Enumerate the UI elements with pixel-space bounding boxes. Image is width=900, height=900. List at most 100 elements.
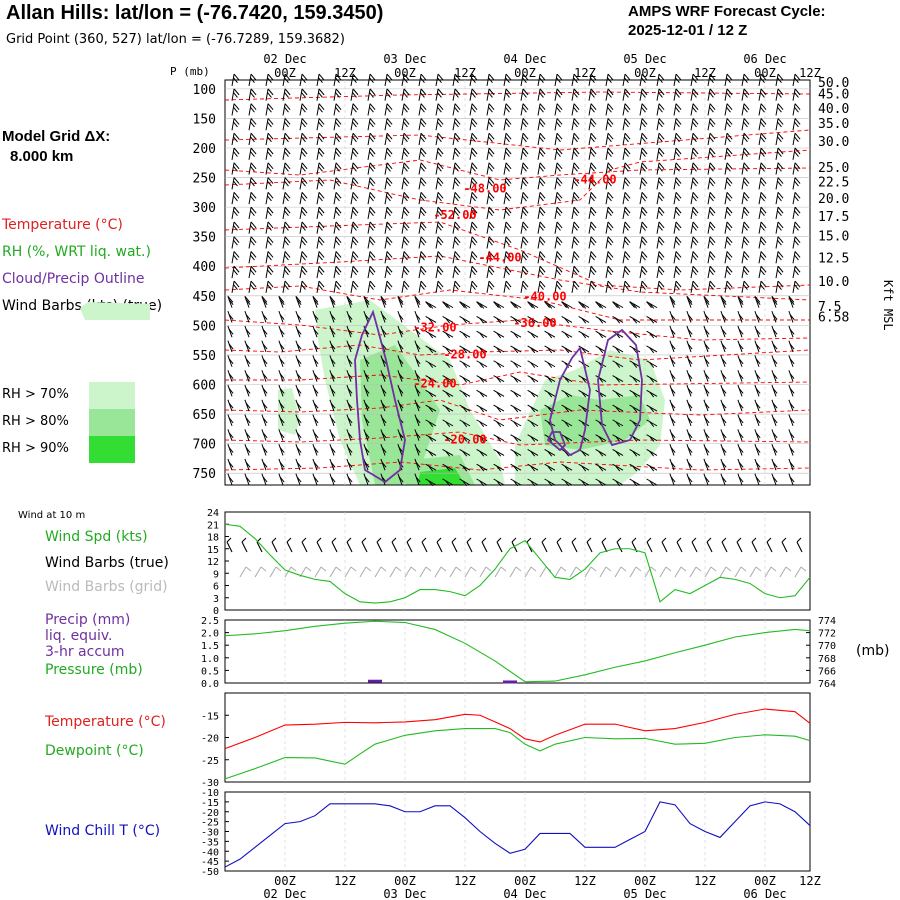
legend-temperature: Temperature (°C)	[2, 217, 123, 233]
rh-shading-0	[80, 302, 150, 320]
wind-panel-frame	[224, 511, 811, 611]
top-time-tick-label: 00Z	[634, 66, 656, 80]
top-time-tick-label: 12Z	[334, 66, 356, 80]
temperature-contour-label: -44.00	[478, 251, 521, 265]
precip-panel-tick-label: 0.0	[201, 679, 219, 690]
temp-panel-tick-label: -20	[201, 734, 219, 745]
bottom-time-tick-label: 00Z	[754, 874, 776, 888]
temperature-contour	[224, 344, 811, 361]
wind-barbs-grid	[239, 566, 807, 578]
pressure-tick-label: 764	[818, 679, 836, 690]
pressure-tick-label: 400	[193, 260, 216, 275]
precip-bar	[368, 679, 382, 683]
pressure-tick-label: 766	[818, 666, 836, 677]
windchill-panel-tick-label: -30	[201, 828, 219, 839]
pressure-tick-label: 100	[193, 83, 216, 98]
temp-panel-tick-label: -30	[201, 778, 219, 789]
temp-panel-tick-label: -25	[201, 756, 219, 767]
bottom-time-tick-label: 12Z	[574, 874, 596, 888]
height-tick-label: 40.0	[818, 102, 849, 117]
windchill-line	[224, 801, 811, 868]
top-date-label: 02 Dec	[263, 52, 306, 66]
precip-panel-frame	[224, 619, 811, 684]
top-time-tick-label: 00Z	[514, 66, 536, 80]
pressure-tick-label: 772	[818, 629, 836, 640]
dewpoint-line	[224, 728, 811, 780]
windchill-panel-frame	[224, 791, 811, 872]
pressure-tick-label: 774	[818, 616, 836, 627]
height-axis-label: Kft MSL	[881, 280, 895, 331]
wind-barbs-true-label: Wind Barbs (true)	[45, 555, 169, 571]
temperature-contour-label: -36.00	[513, 316, 556, 330]
top-time-tick-label: 12Z	[454, 66, 476, 80]
top-date-label: 06 Dec	[743, 52, 786, 66]
wind-panel-tick-label: 18	[207, 533, 219, 544]
pressure-tick-label: 300	[193, 201, 216, 216]
height-tick-label: 45.0	[818, 88, 849, 103]
bottom-time-tick-label: 00Z	[394, 874, 416, 888]
temperature-contour	[224, 319, 811, 341]
windchill-panel-tick-label: -35	[201, 837, 219, 848]
rh-shading-7	[418, 468, 465, 485]
height-tick-label: 50.0	[818, 76, 849, 91]
temp-panel-frame	[224, 692, 811, 783]
bottom-date-label: 05 Dec	[623, 887, 666, 900]
temperature-contour	[224, 431, 811, 446]
wind-10m-title: Wind at 10 m	[18, 510, 86, 521]
pressure-tick-label: 200	[193, 142, 216, 157]
bottom-time-tick-label: 00Z	[274, 874, 296, 888]
pressure-unit: (mb)	[856, 643, 890, 659]
temperature-contour	[224, 129, 811, 151]
rh70-swatch	[89, 382, 135, 409]
bottom-time-tick-label: 12Z	[694, 874, 716, 888]
precip-panel-tick-label: 1.5	[201, 641, 219, 652]
temperature-line	[224, 708, 811, 750]
wind-panel-tick-label: 0	[213, 606, 219, 617]
cloud-outline	[597, 328, 643, 447]
height-tick-label: 15.0	[818, 229, 849, 244]
temperature-contour	[224, 159, 811, 181]
height-tick-label: 17.5	[818, 210, 849, 225]
pressure-axis-label: P (mb)	[170, 65, 210, 78]
temperature-contour	[224, 149, 811, 211]
rh70-label: RH > 70%	[2, 387, 69, 402]
precip-panel-tick-label: 0.5	[201, 666, 219, 677]
height-tick-label: 6.58	[818, 310, 849, 325]
cloud-outline	[354, 309, 406, 484]
bottom-time-tick-label: 12Z	[454, 874, 476, 888]
rh90-swatch	[89, 436, 135, 463]
pressure-line	[224, 620, 811, 683]
temperature-contour	[224, 91, 811, 101]
temperature-contour	[224, 399, 811, 421]
pressure-tick-label: 550	[193, 349, 216, 364]
temperature-contour-label: -20.00	[443, 433, 486, 447]
pressure-tick-label: 450	[193, 290, 216, 305]
pressure-tick-label: 750	[193, 467, 216, 482]
precip-label: Precip (mm) liq. equiv. 3-hr accum	[45, 612, 131, 660]
temperature-label: Temperature (°C)	[45, 714, 166, 730]
height-tick-label: 35.0	[818, 117, 849, 132]
wind-barbs-section	[227, 73, 801, 487]
temperature-contour	[224, 285, 810, 321]
model-grid-label: Model Grid ΔX:	[2, 128, 111, 145]
precip-panel-tick-label: 2.5	[201, 616, 219, 627]
wind-panel-tick-label: 6	[213, 582, 219, 593]
rh-shading-4	[360, 345, 440, 485]
grid-point-label: Grid Point (360, 527) lat/lon = (-76.728…	[6, 32, 345, 47]
legend-cloud: Cloud/Precip Outline	[2, 271, 145, 287]
top-time-tick-label: 00Z	[754, 66, 776, 80]
pressure-tick-label: 650	[193, 408, 216, 423]
wind-panel-tick-label: 21	[207, 520, 219, 531]
temp-panel-tick-label: -15	[201, 711, 219, 722]
windchill-label: Wind Chill T (°C)	[45, 823, 161, 839]
wind-panel-tick-label: 15	[207, 545, 219, 556]
precip-panel-tick-label: 2.0	[201, 629, 219, 640]
temperature-contour-label: -32.00	[413, 320, 456, 334]
pressure-tick-label: 768	[818, 654, 836, 665]
bottom-date-label: 04 Dec	[503, 887, 546, 900]
pressure-tick-label: 500	[193, 319, 216, 334]
height-tick-label: 12.5	[818, 251, 849, 266]
precip-bar	[503, 680, 517, 684]
temperature-contour-label: -24.00	[413, 376, 456, 390]
